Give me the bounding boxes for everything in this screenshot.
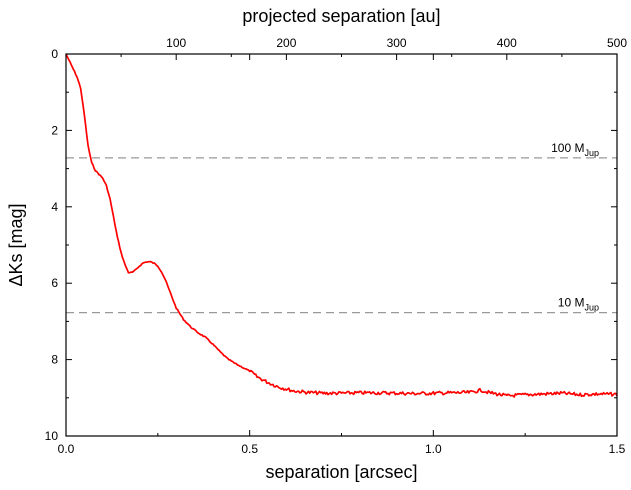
top-tick-label: 400 [497,36,517,50]
y-tick-label: 6 [51,276,58,290]
top-tick-label: 500 [607,36,627,50]
axes [65,53,618,437]
contrast-curve-line [65,53,618,398]
x-axis-title: separation [arcsec] [265,462,417,482]
y-tick-label: 2 [51,123,58,137]
top-tick-label: 200 [276,36,296,50]
y-tick-label: 8 [51,353,58,367]
reference-line-label: 100 MJup [551,141,599,158]
x-tick-label: 0.0 [58,442,75,456]
top-tick-label: 100 [166,36,186,50]
top-tick-label: 300 [387,36,407,50]
y-tick-label: 10 [45,429,59,443]
x-tick-label: 1.0 [425,442,442,456]
reference-line-label: 10 MJup [558,296,599,313]
x-tick-label: 0.5 [241,442,258,456]
y-axis-title: ΔKs [mag] [6,203,26,286]
y-tick-label: 4 [51,200,58,214]
ticks: 0.0 0.5 1.0 1.5 100 200 300 400 500 0 2 4 6 8 10 [45,36,628,456]
reference-lines: 100 MJup 10 MJup [66,141,617,314]
x-tick-label: 1.5 [609,442,626,456]
y-tick-label: 0 [51,47,58,61]
series-layer [65,53,618,398]
plot-frame [65,53,618,437]
top-axis-title: projected separation [au] [242,6,440,26]
